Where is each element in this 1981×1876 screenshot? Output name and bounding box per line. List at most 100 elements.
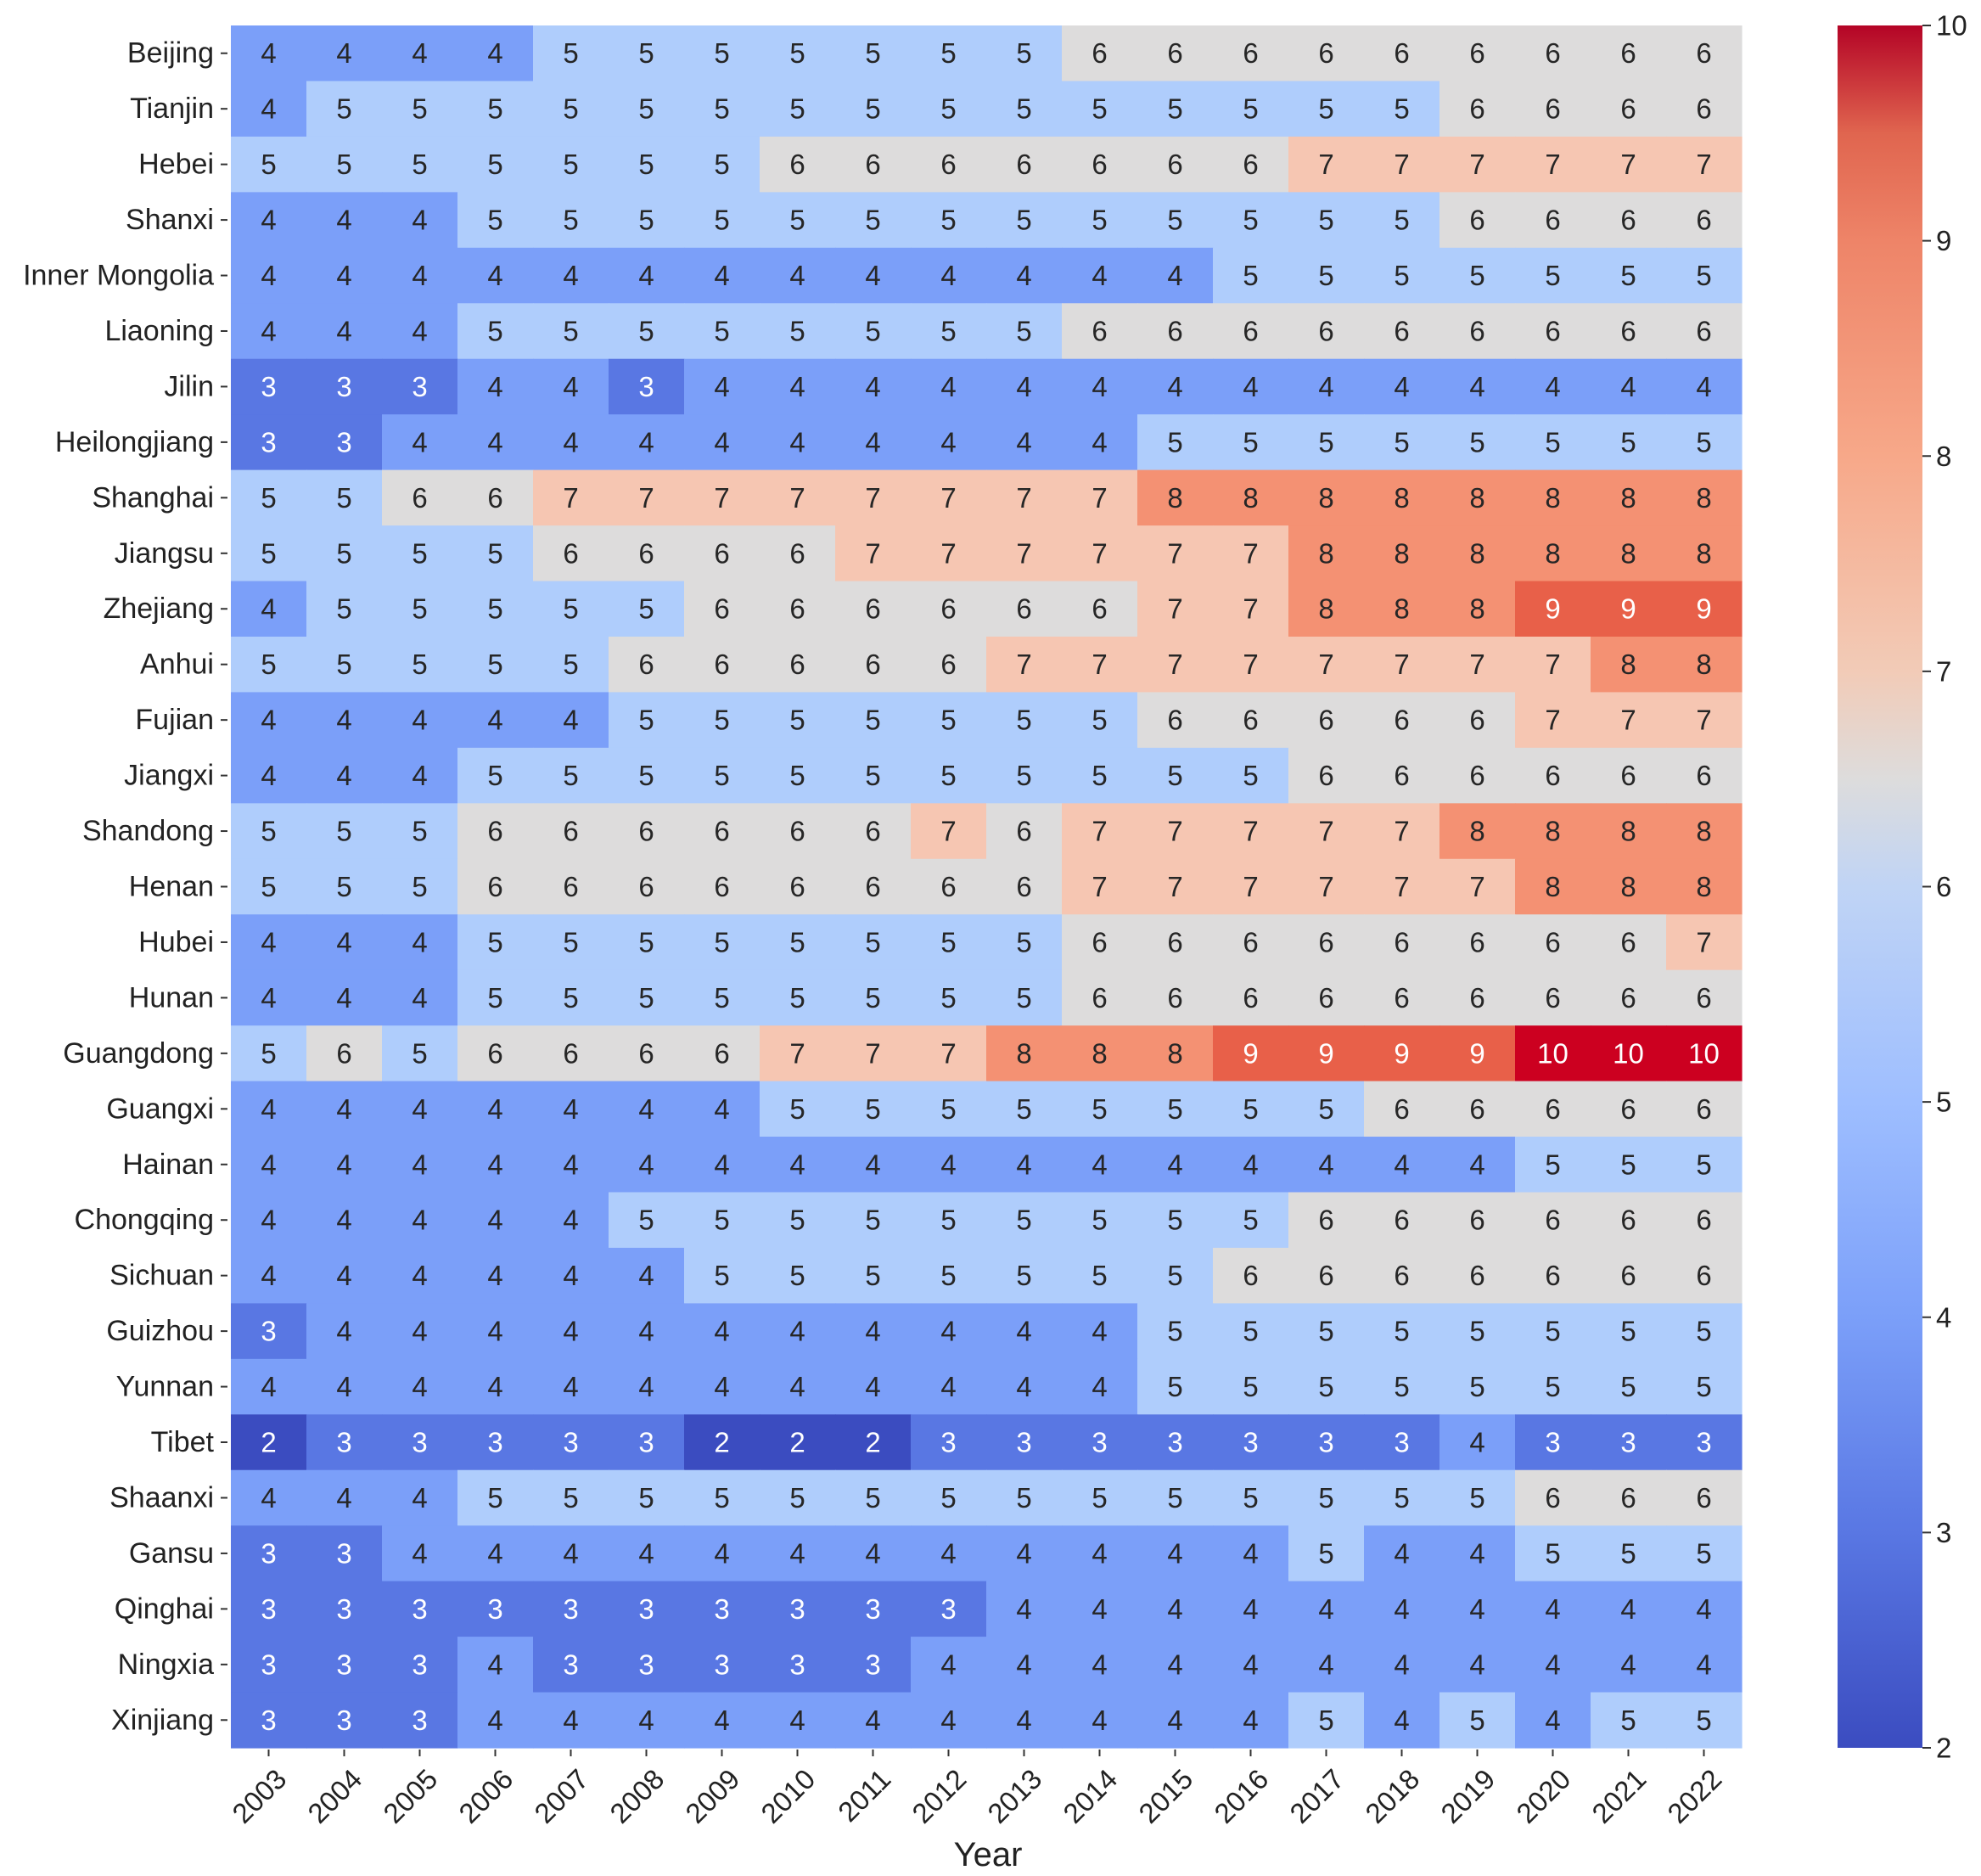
cell-value-label: 6 bbox=[1545, 205, 1560, 236]
cell-value-label: 6 bbox=[789, 649, 805, 680]
heatmap-cell bbox=[609, 81, 685, 138]
column-label: 2021 bbox=[1585, 1763, 1652, 1829]
cell-value-label: 5 bbox=[412, 1037, 427, 1069]
cell-value-label: 6 bbox=[1318, 705, 1333, 736]
cell-value-label: 4 bbox=[714, 1371, 729, 1402]
cell-value-label: 6 bbox=[1394, 37, 1409, 69]
cell-value-label: 7 bbox=[1092, 537, 1107, 569]
cell-value-label: 8 bbox=[1243, 482, 1258, 514]
heatmap-cell bbox=[457, 692, 534, 749]
cell-value-label: 7 bbox=[1318, 149, 1333, 180]
heatmap-cell bbox=[1213, 747, 1289, 804]
cell-value-label: 8 bbox=[1696, 537, 1711, 569]
heatmap-cell bbox=[1666, 1692, 1742, 1749]
cell-value-label: 4 bbox=[563, 371, 578, 402]
heatmap-cell bbox=[231, 1192, 307, 1249]
heatmap-cell bbox=[1591, 25, 1667, 82]
cell-value-label: 4 bbox=[1092, 1371, 1107, 1402]
heatmap-cell bbox=[1364, 1581, 1440, 1637]
heatmap-cell bbox=[533, 81, 609, 138]
row-label: Shandong bbox=[82, 815, 214, 847]
cell-value-label: 9 bbox=[1469, 1037, 1484, 1069]
heatmap-cell bbox=[684, 469, 760, 526]
cell-value-label: 5 bbox=[1016, 315, 1031, 346]
heatmap-cell bbox=[835, 1137, 912, 1194]
cell-value-label: 5 bbox=[1318, 1537, 1333, 1569]
cell-value-label: 6 bbox=[940, 593, 956, 625]
cell-value-label: 4 bbox=[261, 982, 276, 1014]
cell-value-label: 5 bbox=[1243, 1093, 1258, 1125]
cell-value-label: 4 bbox=[563, 1093, 578, 1125]
heatmap-cell bbox=[760, 1469, 836, 1526]
heatmap-cell bbox=[1666, 914, 1742, 971]
heatmap-cell bbox=[1288, 1414, 1365, 1471]
heatmap-cell bbox=[760, 25, 836, 82]
cell-value-label: 5 bbox=[487, 649, 502, 680]
heatmap-cell bbox=[1137, 581, 1214, 638]
heatmap-cell bbox=[760, 192, 836, 249]
heatmap-cell bbox=[609, 803, 685, 860]
heatmap-cell bbox=[1288, 1081, 1365, 1137]
cell-value-label: 5 bbox=[563, 760, 578, 791]
heatmap-cell bbox=[760, 692, 836, 749]
heatmap-cell bbox=[1062, 1414, 1138, 1471]
heatmap-cell bbox=[1439, 803, 1516, 860]
cell-value-label: 3 bbox=[638, 1427, 654, 1458]
cell-value-label: 4 bbox=[487, 1649, 502, 1680]
heatmap-cell bbox=[457, 1414, 534, 1471]
heatmap-cell bbox=[760, 1525, 836, 1582]
cell-value-label: 5 bbox=[1469, 1705, 1484, 1736]
heatmap-cell bbox=[986, 1469, 1063, 1526]
heatmap-cell bbox=[306, 303, 383, 360]
heatmap-cell bbox=[1439, 1358, 1516, 1415]
heatmap-cell bbox=[1515, 1692, 1591, 1749]
heatmap-cell bbox=[231, 1358, 307, 1415]
cell-value-label: 6 bbox=[1620, 93, 1636, 125]
cell-value-label: 4 bbox=[487, 1205, 502, 1236]
cell-value-label: 5 bbox=[1696, 1149, 1711, 1180]
cell-value-label: 6 bbox=[1545, 1093, 1560, 1125]
heatmap-cell bbox=[457, 1303, 534, 1360]
cell-value-label: 6 bbox=[1545, 37, 1560, 69]
heatmap-cell bbox=[533, 1192, 609, 1249]
cell-value-label: 5 bbox=[412, 593, 427, 625]
colorbar-tick-label: 7 bbox=[1936, 655, 1951, 687]
column-label: 2012 bbox=[906, 1763, 972, 1829]
heatmap-cell bbox=[1137, 1525, 1214, 1582]
cell-value-label: 3 bbox=[336, 371, 351, 402]
cell-value-label: 5 bbox=[1167, 1482, 1182, 1514]
colorbar-gradient bbox=[1838, 25, 1922, 1748]
cell-value-label: 6 bbox=[1394, 982, 1409, 1014]
heatmap-cell bbox=[1213, 1247, 1289, 1304]
x-axis-title: Year bbox=[954, 1836, 1023, 1873]
cell-value-label: 6 bbox=[1167, 982, 1182, 1014]
heatmap-cell bbox=[1364, 692, 1440, 749]
cell-value-label: 6 bbox=[1318, 1205, 1333, 1236]
cell-value-label: 5 bbox=[865, 205, 880, 236]
heatmap-cell bbox=[1213, 192, 1289, 249]
heatmap-cell bbox=[382, 25, 458, 82]
cell-value-label: 9 bbox=[1394, 1037, 1409, 1069]
cell-value-label: 8 bbox=[1016, 1037, 1031, 1069]
cell-value-label: 4 bbox=[714, 1149, 729, 1180]
cell-value-label: 5 bbox=[865, 982, 880, 1014]
heatmap-cell bbox=[457, 1247, 534, 1304]
cell-value-label: 6 bbox=[1696, 1260, 1711, 1291]
heatmap-cell bbox=[1137, 1247, 1214, 1304]
cell-value-label: 5 bbox=[1092, 205, 1107, 236]
heatmap-cell bbox=[1591, 1247, 1667, 1304]
heatmap-cell bbox=[609, 1414, 685, 1471]
heatmap-cell bbox=[1591, 1303, 1667, 1360]
heatmap-cell bbox=[1591, 636, 1667, 694]
cell-value-label: 6 bbox=[1469, 37, 1484, 69]
heatmap-cell bbox=[1137, 858, 1214, 915]
heatmap-cell bbox=[1591, 1525, 1667, 1582]
cell-value-label: 7 bbox=[1545, 705, 1560, 736]
heatmap-cell bbox=[1364, 636, 1440, 694]
cell-value-label: 7 bbox=[1696, 926, 1711, 958]
cell-value-label: 4 bbox=[563, 260, 578, 291]
cell-value-label: 6 bbox=[487, 816, 502, 847]
heatmap-cell bbox=[382, 1137, 458, 1194]
heatmap-cell bbox=[986, 1137, 1063, 1194]
cell-value-label: 5 bbox=[1092, 1093, 1107, 1125]
